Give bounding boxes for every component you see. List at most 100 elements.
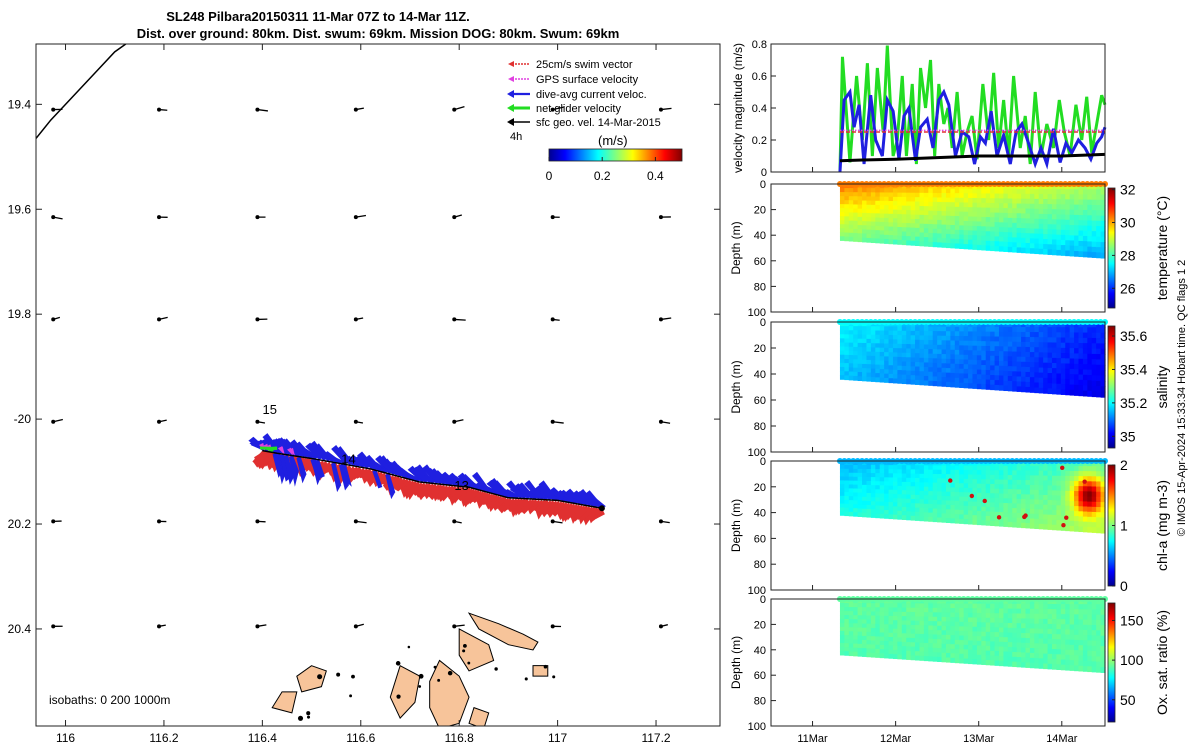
section-y-tick-label: 60 <box>754 670 766 682</box>
section-cell <box>906 498 912 504</box>
section-cell <box>1003 241 1009 248</box>
section-cell <box>994 651 1000 657</box>
section-cell <box>937 363 943 369</box>
section-cell <box>1038 643 1044 650</box>
section-cell <box>1021 657 1027 663</box>
islet-dot <box>524 677 528 681</box>
section-cell <box>990 198 996 204</box>
section-cell <box>848 647 854 653</box>
section-cell <box>875 611 881 617</box>
section-y-tick-label: 40 <box>754 369 766 381</box>
section-cell <box>1025 228 1031 234</box>
section-cell <box>1003 461 1009 467</box>
section-cell <box>1056 525 1062 531</box>
section-cell <box>879 373 885 379</box>
section-cell <box>1078 337 1084 344</box>
section-cell <box>968 631 974 637</box>
section-cell <box>1007 489 1013 495</box>
section-cell <box>1065 480 1071 487</box>
section-cell <box>1051 524 1058 531</box>
section-cell <box>879 640 885 646</box>
section-cell <box>963 621 969 628</box>
section-cell <box>1038 188 1044 195</box>
section-cell <box>892 607 898 613</box>
section-cell <box>1082 506 1088 513</box>
section-cell <box>906 240 912 246</box>
section-cell <box>1021 188 1027 195</box>
section-cell <box>1007 656 1013 662</box>
section-cell <box>968 331 974 337</box>
section-cell <box>1012 489 1018 495</box>
section-cell <box>1003 356 1009 362</box>
section-cell <box>1021 361 1027 368</box>
section-cell <box>928 322 934 328</box>
section-cell <box>1025 188 1031 195</box>
section-cell <box>839 491 845 497</box>
section-cell <box>1025 218 1031 224</box>
section-cell <box>959 188 965 194</box>
section-cell <box>919 490 925 496</box>
section-cell <box>888 322 894 327</box>
section-cell <box>1043 653 1049 660</box>
section-cell <box>1069 240 1075 247</box>
section-cell <box>1025 623 1031 629</box>
section-cell <box>879 603 885 608</box>
section-cell <box>879 649 885 654</box>
section-cell <box>1047 504 1053 511</box>
section-cell <box>1016 479 1022 486</box>
section-cell <box>1087 390 1093 397</box>
section-cell <box>1025 203 1031 210</box>
section-cell <box>870 640 876 646</box>
section-cell <box>1016 632 1022 639</box>
section-cell <box>888 611 894 617</box>
section-cell <box>1078 619 1084 626</box>
section-cell <box>1043 342 1049 349</box>
section-cell <box>879 369 885 374</box>
section-cell <box>1029 377 1035 383</box>
current-vector <box>385 472 396 500</box>
section-cell <box>1069 485 1075 492</box>
section-cell <box>1003 361 1009 367</box>
section-cell <box>1003 651 1009 657</box>
section-cell <box>1034 618 1040 625</box>
section-cell <box>985 599 991 605</box>
section-cell <box>919 642 925 648</box>
section-cell <box>981 184 987 190</box>
section-cell <box>910 624 916 630</box>
section-cell <box>1100 604 1106 611</box>
section-cell <box>875 351 881 357</box>
section-cell <box>1038 485 1044 491</box>
section-cell <box>1078 640 1084 646</box>
legend-label-gps: GPS surface velocity <box>536 74 639 86</box>
section-cell <box>879 221 885 227</box>
section-cell <box>941 335 947 341</box>
section-cell <box>932 512 938 518</box>
section-cell <box>972 345 978 352</box>
section-cell <box>839 354 845 360</box>
section-cell <box>888 493 894 499</box>
section-cell <box>919 197 925 203</box>
section-cell <box>1056 510 1062 516</box>
island <box>429 659 470 726</box>
section-cell <box>1021 322 1027 328</box>
section-cell <box>941 193 947 199</box>
section-cell <box>1074 342 1080 349</box>
section-cell <box>862 615 868 621</box>
section-cell <box>972 659 978 665</box>
section-cell <box>998 637 1005 643</box>
section-cell <box>1025 638 1031 644</box>
section-cell <box>959 626 965 632</box>
section-cell <box>897 370 903 376</box>
section-cell <box>1074 604 1080 610</box>
geo-velocity-arrowhead <box>51 419 56 424</box>
section-cell <box>998 498 1005 504</box>
section-cell <box>857 204 863 210</box>
map-plot-area <box>36 44 672 726</box>
section-cell <box>1016 642 1022 648</box>
section-cell <box>972 645 978 651</box>
map-colorbar-ticks: 0 0.2 0.4 <box>546 157 664 183</box>
islet-dot <box>437 678 441 682</box>
section-cell <box>954 220 960 226</box>
section-cell <box>923 612 929 618</box>
section-cell <box>910 655 916 661</box>
